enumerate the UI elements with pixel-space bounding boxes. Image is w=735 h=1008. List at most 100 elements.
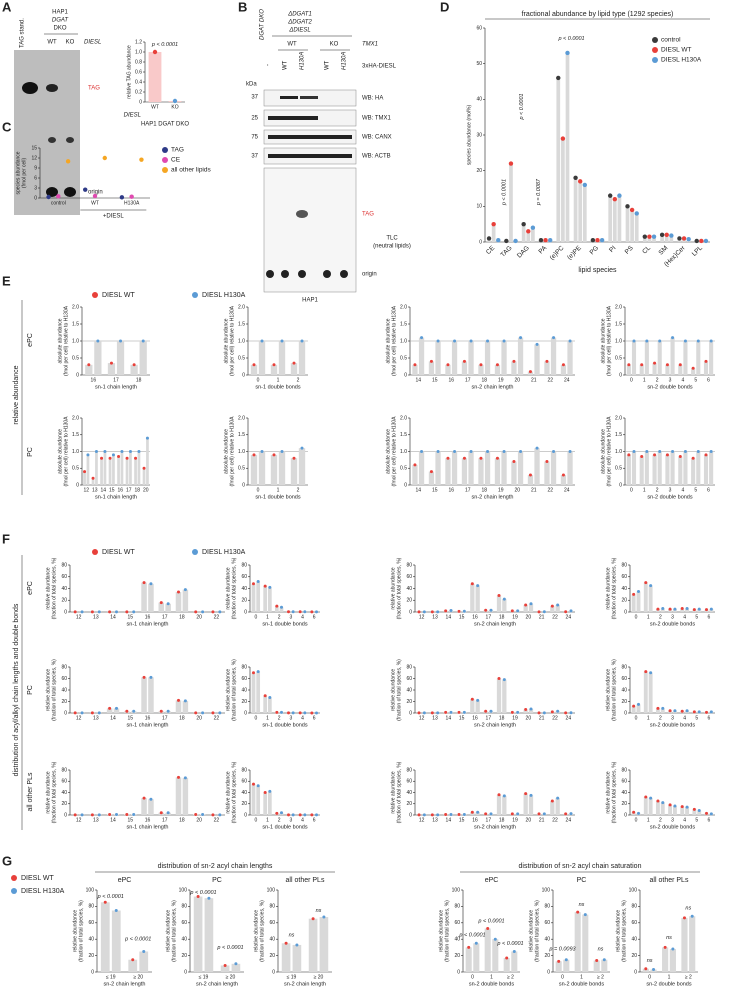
data-point <box>669 233 674 238</box>
data-point <box>298 610 302 614</box>
data-point <box>298 813 302 817</box>
y-tick-label: 0 <box>64 812 67 818</box>
y-tick-label: 40 <box>621 586 627 592</box>
legend-swatch <box>652 47 658 53</box>
y-tick-label: 0 <box>634 969 637 975</box>
data-point <box>663 945 667 949</box>
bar <box>496 794 502 815</box>
data-point <box>97 610 101 614</box>
y-axis-label: (fraction of total species, %) <box>171 900 177 962</box>
data-point <box>430 610 434 614</box>
data-point <box>315 813 318 817</box>
x-tick-label: 24 <box>566 817 572 823</box>
x-tick-label: PA <box>537 244 548 255</box>
x-tick-label: 20 <box>526 614 532 620</box>
data-point <box>627 453 631 457</box>
data-point <box>519 336 523 340</box>
y-tick-label: 0 <box>76 372 79 378</box>
data-point <box>268 585 272 589</box>
data-point <box>697 710 701 714</box>
bar <box>528 795 534 815</box>
band <box>268 135 352 139</box>
data-point <box>568 339 572 343</box>
annotation: p < 0.0001 <box>496 941 523 947</box>
bar <box>298 341 306 375</box>
y-axis-label: absolute abundance <box>385 429 391 474</box>
data-point <box>177 698 180 702</box>
data-point <box>486 450 490 453</box>
data-point <box>502 339 506 343</box>
x-axis-label: sn-1 chain length <box>95 384 137 390</box>
bar <box>107 363 116 375</box>
bar <box>95 451 98 485</box>
y-axis-label: (fmol per cell) relative to H130A <box>606 416 612 487</box>
data-point <box>696 339 700 343</box>
data-point <box>529 793 533 797</box>
x-tick-label: 19 <box>512 817 518 823</box>
bar <box>108 458 112 485</box>
y-tick-label: 40 <box>621 687 627 693</box>
data-point <box>91 476 95 480</box>
data-point <box>479 456 483 460</box>
x-axis-label: sn-1 chain length <box>127 621 169 627</box>
data-point <box>90 813 94 817</box>
annotation: p < 0.0001 <box>477 919 504 925</box>
data-point <box>453 450 457 453</box>
data-point <box>201 812 205 816</box>
x-tick-label: SM <box>658 245 670 257</box>
y-tick-label: 1.2 <box>135 39 142 45</box>
x-tick-label: 22 <box>214 715 220 721</box>
y-axis-label: absolute abundance <box>57 429 63 474</box>
data-point <box>692 807 696 811</box>
x-tick-label: ≥ 20 <box>314 974 324 980</box>
data-point <box>686 236 691 242</box>
y-tick-label: 0.2 <box>135 89 142 95</box>
data-point <box>469 450 473 453</box>
data-point <box>422 711 426 715</box>
bar <box>644 451 649 485</box>
panel-label: C <box>2 119 12 134</box>
bar <box>258 451 266 485</box>
y-tick-label: 0.5 <box>72 355 79 361</box>
x-tick-label: 1 <box>647 715 650 721</box>
x-tick-label: 4 <box>683 614 686 620</box>
x-tick-label: 4 <box>681 377 684 383</box>
y-tick-label: 40 <box>241 586 247 592</box>
bar <box>634 213 639 242</box>
data-point <box>422 813 426 817</box>
data-point <box>640 455 644 459</box>
data-point <box>462 812 466 816</box>
side-label: relative abundance <box>13 365 20 424</box>
data-point <box>599 238 605 243</box>
x-tick-label: 15 <box>127 817 133 823</box>
bar <box>556 77 561 242</box>
data-point <box>652 968 656 972</box>
bar <box>484 341 491 375</box>
data-point <box>142 675 146 679</box>
data-point <box>569 812 573 816</box>
y-tick-label: 0 <box>242 372 245 378</box>
annotation: ns <box>598 946 604 952</box>
bar <box>681 917 688 972</box>
y-axis-label: (fmol per cell) <box>21 158 27 189</box>
y-tick-label: 1.0 <box>135 49 142 55</box>
data-point <box>96 339 100 343</box>
data-point <box>595 959 599 963</box>
lane-label: DIESL <box>84 40 101 46</box>
x-tick-label: ≤ 19 <box>287 974 297 980</box>
x-tick-label: 16 <box>448 487 454 493</box>
y-tick-label: 60 <box>406 574 412 580</box>
x-tick-label: CL <box>641 244 652 255</box>
annotation: p = 0.0087 <box>536 178 542 206</box>
bar <box>496 678 502 713</box>
bar <box>428 361 435 375</box>
data-point <box>484 608 488 612</box>
x-tick-label: 20 <box>526 715 532 721</box>
data-point <box>420 336 424 340</box>
x-axis-label: sn-1 chain length <box>127 824 169 830</box>
lane-label: DGAT <box>52 18 70 24</box>
data-point <box>470 810 474 814</box>
bar <box>470 699 475 713</box>
y-tick-label: 0.4 <box>135 79 142 85</box>
